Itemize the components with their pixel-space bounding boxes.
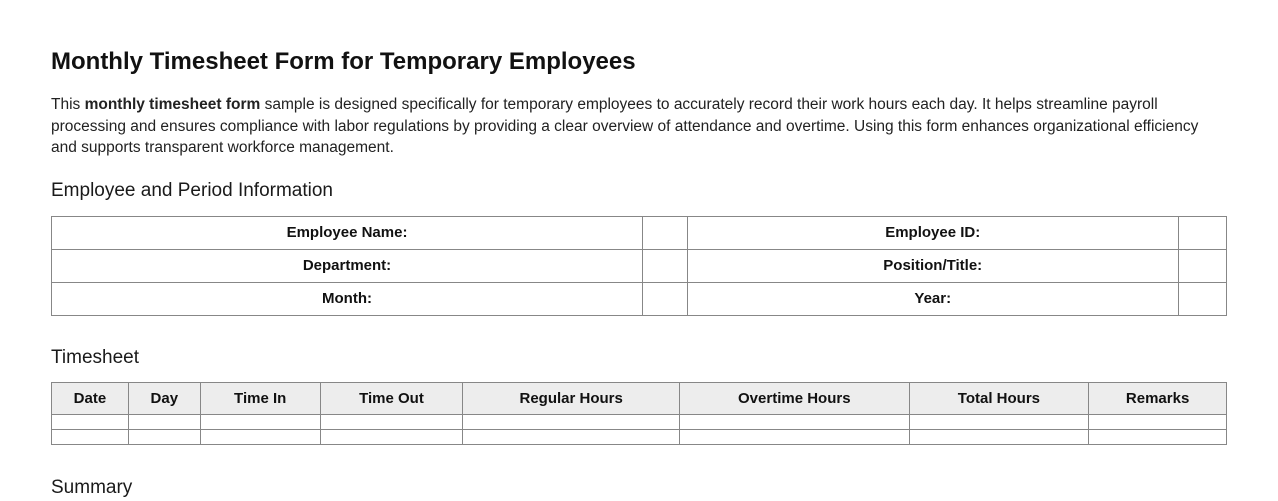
info-fill-cell <box>642 281 688 316</box>
timesheet-blank-cell <box>319 428 464 445</box>
section-heading-summary: Summary <box>51 476 133 498</box>
timesheet-blank-cell <box>462 428 680 445</box>
timesheet-blank-cell <box>908 413 1090 430</box>
timesheet-blank-cell <box>908 428 1090 445</box>
info-fill-cell <box>642 248 688 283</box>
info-fill-cell <box>1177 215 1228 250</box>
col-header-time-out: Time Out <box>319 381 464 415</box>
timesheet-blank-cell <box>1088 413 1227 430</box>
timesheet-blank-cell <box>462 413 680 430</box>
document-page: Monthly Timesheet Form for Temporary Emp… <box>0 48 1278 499</box>
table-row: Month: Year: <box>50 281 1228 316</box>
timesheet-header-row: Date Day Time In Time Out Regular Hours … <box>51 381 1227 415</box>
intro-text-bold: monthly timesheet form <box>84 96 261 113</box>
intro-text-suffix: sample is designed specifically for temp… <box>51 96 1199 156</box>
info-fill-cell <box>1177 281 1228 316</box>
info-label-month: Month: <box>50 281 644 316</box>
timesheet-blank-cell <box>679 428 910 445</box>
timesheet-table: Date Day Time In Time Out Regular Hours … <box>51 381 1227 445</box>
col-header-date: Date <box>51 381 129 415</box>
col-header-day: Day <box>127 381 201 415</box>
timesheet-empty-row <box>51 413 1227 430</box>
page-title: Monthly Timesheet Form for Temporary Emp… <box>51 48 636 75</box>
intro-text-prefix: This <box>51 96 85 113</box>
timesheet-blank-cell <box>51 428 129 445</box>
info-label-department: Department: <box>50 248 644 283</box>
info-label-year: Year: <box>686 281 1179 316</box>
info-label-employee-name: Employee Name: <box>50 215 644 250</box>
timesheet-blank-cell <box>679 413 910 430</box>
info-fill-cell <box>642 215 688 250</box>
col-header-regular-hours: Regular Hours <box>462 381 680 415</box>
timesheet-blank-cell <box>1088 428 1227 445</box>
table-row: Department: Position/Title: <box>50 248 1228 283</box>
info-label-position-title: Position/Title: <box>686 248 1179 283</box>
section-heading-timesheet: Timesheet <box>51 346 139 368</box>
section-heading-employee-info: Employee and Period Information <box>51 179 333 201</box>
timesheet-blank-cell <box>127 413 201 430</box>
employee-info-table: Employee Name: Employee ID: Department: … <box>50 215 1228 316</box>
timesheet-blank-cell <box>319 413 464 430</box>
timesheet-blank-cell <box>199 413 321 430</box>
timesheet-blank-cell <box>199 428 321 445</box>
col-header-remarks: Remarks <box>1088 381 1227 415</box>
intro-paragraph: This monthly timesheet form sample is de… <box>51 94 1201 159</box>
info-fill-cell <box>1177 248 1228 283</box>
info-label-employee-id: Employee ID: <box>686 215 1179 250</box>
timesheet-empty-row <box>51 428 1227 445</box>
table-row: Employee Name: Employee ID: <box>50 215 1228 250</box>
col-header-total-hours: Total Hours <box>908 381 1090 415</box>
col-header-overtime-hours: Overtime Hours <box>679 381 910 415</box>
timesheet-blank-cell <box>51 413 129 430</box>
timesheet-blank-cell <box>127 428 201 445</box>
col-header-time-in: Time In <box>199 381 321 415</box>
